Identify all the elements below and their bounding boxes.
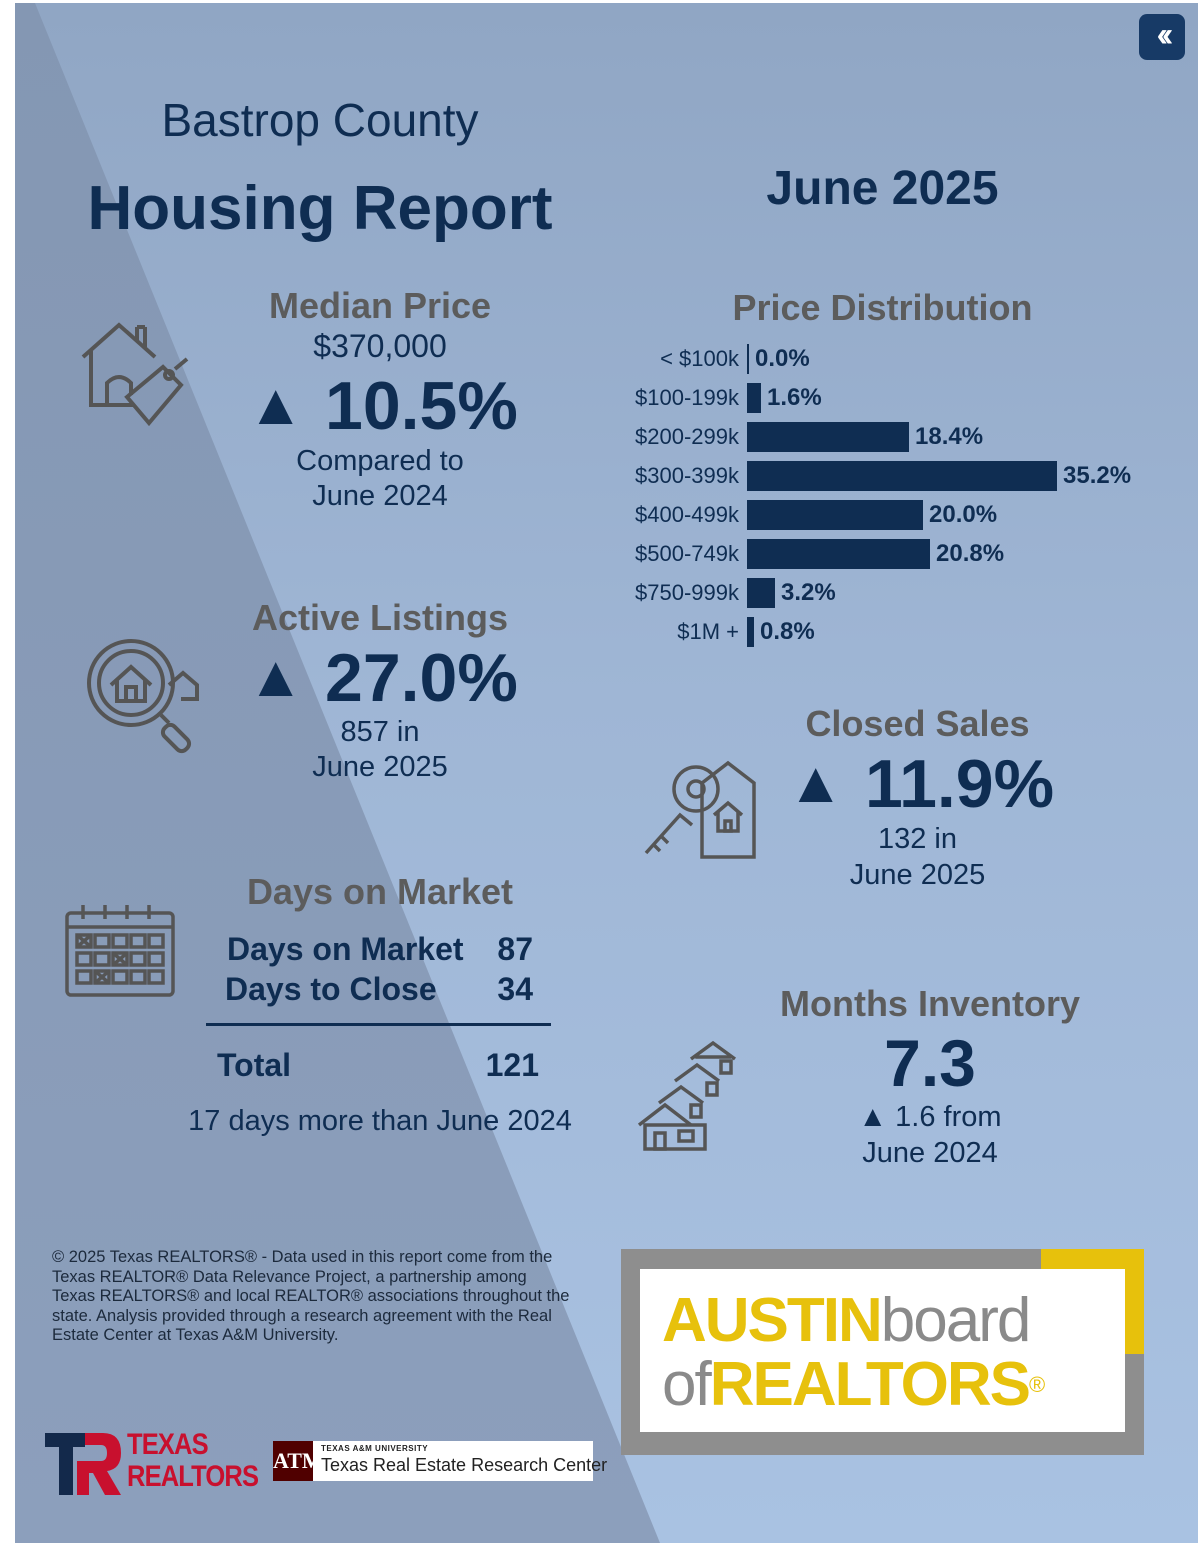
closed-sales-line1: 132 in — [877, 823, 957, 855]
tamu-small-text: TEXAS A&M UNIVERSITY — [321, 1444, 429, 1453]
median-price-title: Median Price — [268, 285, 492, 326]
total-divider — [206, 1023, 551, 1026]
stacked-houses-icon — [635, 1039, 755, 1154]
dom-label: Days on Market — [227, 931, 464, 967]
texas-realtors-line1: TEXAS — [127, 1428, 209, 1461]
closed-sales-change: 11.9% — [865, 746, 1055, 822]
abor-white-panel: AUSTINboard ofREALTORS® — [640, 1269, 1125, 1432]
disclaimer-line: state. Analysis provided through a resea… — [52, 1306, 552, 1325]
disclaimer-line: © 2025 Texas REALTORS® - Data used in th… — [52, 1248, 553, 1266]
report-page: ‹‹ Bastrop County Housing Report June 20… — [15, 3, 1198, 1543]
magnifier-house-icon — [83, 635, 203, 755]
active-listings-line2: June 2025 — [312, 751, 448, 783]
active-listings-line1: 857 in — [340, 716, 420, 748]
report-title: Housing Report — [87, 174, 553, 243]
months-inventory-line2: June 2024 — [862, 1137, 998, 1169]
median-price-compare-line1: Compared to — [296, 445, 464, 477]
texas-real-estate-research-center-logo: ATM TEXAS A&M UNIVERSITY Texas Real Esta… — [273, 1441, 607, 1481]
key-house-tag-icon — [640, 759, 762, 863]
abor-line1: AUSTINboard — [662, 1286, 1032, 1355]
abor-registered-mark: ® — [1029, 1372, 1045, 1397]
days-on-market-title: Days on Market — [246, 871, 514, 912]
report-period: June 2025 — [766, 162, 999, 215]
active-listings-arrow-up-icon: ▲ — [247, 644, 305, 709]
abor-line2: ofREALTORS® — [662, 1350, 1045, 1419]
dtc-value: 34 — [497, 971, 533, 1007]
austin-board-of-realtors-logo: AUSTINboard ofREALTORS® — [621, 1249, 1144, 1455]
median-price-change: 10.5% — [325, 368, 518, 444]
house-price-tag-icon — [77, 315, 192, 430]
disclaimer-line: Texas REALTORS® and local REALTOR® assoc… — [52, 1287, 570, 1306]
dtc-label: Days to Close — [225, 971, 437, 1007]
median-price-arrow-up-icon: ▲ — [247, 372, 305, 437]
price-distribution-title: Price Distribution — [732, 287, 1033, 328]
disclaimer: © 2025 Texas REALTORS® - Data used in th… — [52, 1248, 622, 1346]
abor-of: of — [662, 1350, 712, 1419]
active-listings-change: 27.0% — [325, 640, 518, 716]
closed-sales-arrow-up-icon: ▲ — [787, 750, 845, 815]
dom-value: 87 — [497, 931, 533, 967]
disclaimer-line: Estate Center at Texas A&M University. — [52, 1326, 339, 1345]
texas-realtors-mark-icon — [45, 1433, 121, 1495]
closed-sales-line2: June 2025 — [849, 859, 986, 891]
closed-sales-title: Closed Sales — [805, 703, 1030, 744]
disclaimer-line: Texas REALTOR® Data Relevance Project, a… — [52, 1267, 527, 1286]
abor-board: board — [880, 1286, 1032, 1355]
texas-realtors-logo: TEXAS REALTORS — [45, 1428, 275, 1497]
median-price-compare-line2: June 2024 — [312, 480, 448, 512]
active-listings-title: Active Listings — [251, 597, 509, 638]
total-label: Total — [217, 1047, 292, 1083]
dom-comparison-note: 17 days more than June 2024 — [188, 1105, 572, 1137]
total-value: 121 — [485, 1047, 539, 1083]
months-inventory-value: 7.3 — [884, 1026, 976, 1100]
double-chevron-left-icon[interactable]: ‹‹ — [1139, 14, 1185, 60]
calendar-icon — [63, 901, 178, 999]
abor-austin: AUSTIN — [662, 1286, 883, 1355]
median-price-value: $370,000 — [313, 328, 447, 364]
tamu-center-name: Texas Real Estate Research Center — [321, 1455, 608, 1475]
county-name: Bastrop County — [161, 94, 479, 146]
texas-realtors-line2: REALTORS — [127, 1460, 259, 1493]
months-inventory-line1: ▲ 1.6 from — [858, 1101, 1002, 1133]
tamu-atm-icon: ATM — [273, 1441, 323, 1481]
abor-realtors: REALTORS — [709, 1350, 1031, 1419]
months-inventory-title: Months Inventory — [779, 983, 1080, 1024]
